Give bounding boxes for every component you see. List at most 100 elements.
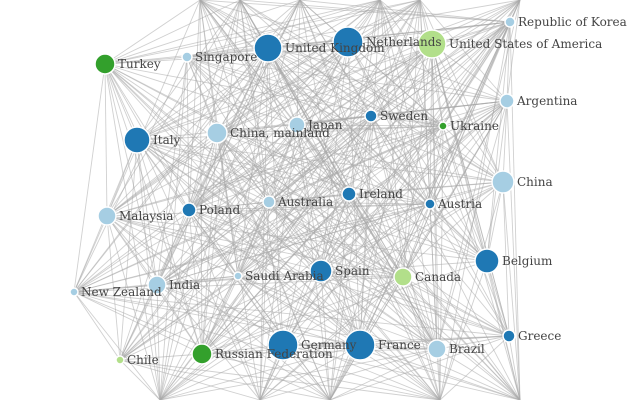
edge	[237, 275, 441, 400]
edge	[268, 201, 488, 262]
edge	[106, 215, 239, 277]
edge	[104, 0, 301, 65]
edge	[104, 56, 188, 65]
edge	[320, 0, 421, 272]
node-united-kingdom[interactable]	[253, 33, 283, 63]
edge	[119, 359, 441, 400]
edge	[259, 348, 438, 400]
node-turkey[interactable]	[94, 53, 116, 75]
edge	[506, 100, 521, 400]
edge	[106, 0, 421, 217]
edge	[216, 132, 284, 346]
node-austria[interactable]	[424, 198, 436, 210]
node-brazil[interactable]	[427, 339, 447, 359]
node-ukraine[interactable]	[438, 121, 448, 131]
node-india[interactable]	[147, 275, 167, 295]
edge	[282, 276, 404, 346]
edge	[268, 201, 438, 350]
edge	[402, 0, 421, 278]
edge	[199, 0, 350, 195]
node-new-zealand[interactable]	[69, 287, 79, 297]
node-canada[interactable]	[393, 267, 413, 287]
node-greece[interactable]	[502, 329, 516, 343]
node-republic-of-korea[interactable]	[504, 16, 516, 28]
edge	[199, 0, 361, 346]
edge	[199, 0, 404, 278]
edge	[201, 125, 444, 355]
node-saudi-arabia[interactable]	[233, 271, 243, 281]
edge	[239, 0, 372, 117]
edge	[73, 291, 121, 361]
edge	[402, 276, 438, 350]
node-label-canada: Canada	[415, 270, 461, 284]
edge	[379, 0, 488, 262]
edge	[104, 63, 158, 286]
edge	[119, 0, 241, 361]
node-poland[interactable]	[181, 202, 197, 218]
node-italy[interactable]	[123, 126, 151, 154]
node-label-china: China	[517, 175, 553, 189]
node-malaysia[interactable]	[97, 206, 117, 226]
node-label-argentina: Argentina	[516, 94, 577, 108]
edge	[239, 0, 444, 127]
edge	[104, 63, 270, 203]
edge	[73, 291, 361, 346]
edge	[201, 353, 441, 400]
edge	[73, 291, 161, 400]
node-label-china-mainland: China, mainland	[230, 126, 330, 140]
edge	[268, 201, 441, 400]
node-france[interactable]	[344, 329, 376, 361]
node-china[interactable]	[491, 170, 515, 194]
node-label-brazil: Brazil	[449, 342, 485, 356]
edge	[119, 139, 138, 361]
node-ireland[interactable]	[341, 186, 357, 202]
edge	[419, 0, 438, 350]
edge	[201, 0, 301, 355]
edge	[486, 181, 504, 262]
node-germany[interactable]	[267, 329, 299, 361]
edge	[73, 125, 444, 293]
edges	[73, 0, 521, 400]
edge	[239, 0, 270, 203]
edge	[199, 0, 270, 203]
edge	[188, 209, 261, 400]
edge	[502, 181, 510, 337]
edge	[201, 348, 438, 355]
node-argentina[interactable]	[499, 93, 515, 109]
edge	[188, 0, 201, 211]
node-singapore[interactable]	[181, 51, 193, 63]
edge	[268, 181, 504, 203]
edge	[282, 344, 521, 400]
node-australia[interactable]	[262, 195, 276, 209]
edge	[216, 0, 421, 134]
node-united-states-of-america[interactable]	[417, 29, 447, 59]
edge	[439, 335, 510, 400]
edge	[104, 0, 201, 65]
edge	[106, 125, 444, 217]
node-sweden[interactable]	[364, 109, 378, 123]
edge	[348, 0, 381, 195]
edge	[159, 275, 239, 400]
edge	[320, 270, 510, 337]
edge	[296, 0, 521, 126]
node-chile[interactable]	[115, 355, 125, 365]
node-belgium[interactable]	[474, 248, 500, 274]
edge	[201, 0, 241, 355]
edge	[439, 181, 504, 400]
node-russian-federation[interactable]	[191, 343, 213, 365]
edge	[436, 348, 521, 400]
node-japan[interactable]	[288, 116, 306, 134]
node-label-france: France	[378, 338, 421, 352]
edge	[136, 139, 203, 355]
node-label-ireland: Ireland	[359, 187, 403, 201]
edge	[104, 63, 203, 355]
edge	[259, 344, 361, 400]
edge	[201, 260, 488, 355]
edge	[237, 0, 521, 277]
node-netherlands[interactable]	[332, 26, 364, 58]
node-label-singapore: Singapore	[195, 50, 257, 64]
node-china-mainland[interactable]	[206, 122, 228, 144]
edge	[320, 100, 508, 272]
node-spain[interactable]	[309, 259, 333, 283]
